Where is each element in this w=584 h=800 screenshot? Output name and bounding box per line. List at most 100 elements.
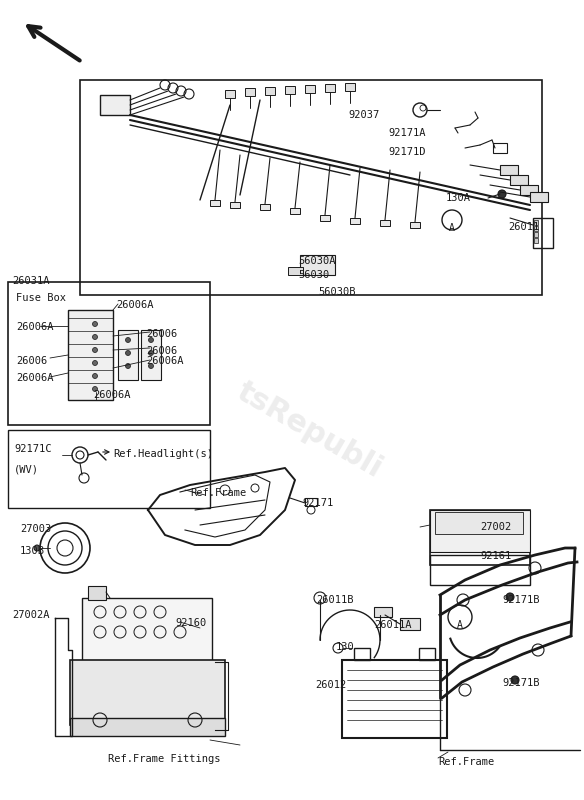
Bar — [325, 84, 335, 92]
Text: A: A — [449, 223, 455, 233]
Bar — [534, 238, 538, 243]
Text: 130: 130 — [336, 642, 354, 652]
Bar — [533, 218, 553, 248]
Text: 92171A: 92171A — [388, 128, 426, 138]
Bar — [118, 330, 138, 380]
Text: tsRepubli: tsRepubli — [232, 377, 388, 483]
Bar — [288, 267, 303, 275]
Bar — [305, 498, 317, 506]
Bar — [285, 86, 295, 94]
Bar — [534, 232, 538, 237]
Text: 26011: 26011 — [508, 222, 539, 232]
Bar — [320, 215, 330, 221]
Text: Ref.Frame Fittings: Ref.Frame Fittings — [108, 754, 221, 764]
Text: A: A — [457, 620, 463, 630]
Text: 26031A: 26031A — [12, 276, 50, 286]
Bar — [530, 192, 548, 202]
Circle shape — [511, 676, 519, 684]
Bar — [534, 226, 538, 231]
Bar — [300, 255, 335, 275]
Bar — [305, 85, 315, 93]
Text: 26006A: 26006A — [16, 373, 54, 383]
Text: 92171C: 92171C — [14, 444, 51, 454]
Text: 92171B: 92171B — [502, 595, 540, 605]
Circle shape — [92, 347, 98, 353]
Text: Ref.Frame: Ref.Frame — [190, 488, 246, 498]
Bar — [260, 204, 270, 210]
Bar — [141, 330, 161, 380]
Bar — [80, 80, 542, 295]
Text: 56030: 56030 — [298, 270, 329, 280]
Text: 26011B: 26011B — [316, 595, 353, 605]
Bar — [410, 222, 420, 228]
Circle shape — [92, 322, 98, 326]
Bar — [82, 598, 212, 663]
Circle shape — [498, 190, 506, 198]
Bar — [380, 220, 390, 226]
Bar — [225, 90, 235, 98]
Bar — [70, 660, 225, 725]
Bar — [210, 200, 220, 206]
Bar — [88, 586, 106, 600]
Circle shape — [92, 334, 98, 339]
Bar — [400, 618, 420, 630]
Bar — [290, 208, 300, 214]
Text: 92037: 92037 — [348, 110, 379, 120]
Text: 56030A: 56030A — [298, 256, 335, 266]
Bar — [435, 512, 523, 534]
Text: 92171D: 92171D — [388, 147, 426, 157]
Bar — [345, 83, 355, 91]
Circle shape — [148, 363, 154, 369]
Bar — [510, 175, 528, 185]
Text: Ref.Headlight(s): Ref.Headlight(s) — [113, 449, 213, 459]
Text: 26012: 26012 — [315, 680, 346, 690]
Bar — [8, 282, 210, 425]
Bar — [245, 88, 255, 96]
Bar — [70, 718, 225, 736]
Bar — [354, 648, 370, 660]
Bar — [430, 510, 530, 565]
Circle shape — [92, 361, 98, 366]
Text: 92160: 92160 — [175, 618, 206, 628]
Bar — [534, 220, 538, 225]
Text: 26011A: 26011A — [374, 620, 412, 630]
Text: 92171B: 92171B — [502, 678, 540, 688]
Bar — [350, 218, 360, 224]
Text: Ref.Frame: Ref.Frame — [438, 757, 494, 767]
Bar — [500, 165, 518, 175]
Text: 27002: 27002 — [480, 522, 511, 532]
Text: 92171: 92171 — [302, 498, 333, 508]
Bar — [265, 87, 275, 95]
Bar — [100, 95, 130, 115]
Circle shape — [126, 350, 130, 355]
Text: 26006: 26006 — [16, 356, 47, 366]
Circle shape — [126, 363, 130, 369]
Bar — [374, 607, 392, 617]
Bar — [230, 202, 240, 208]
Text: (WV): (WV) — [14, 465, 39, 475]
Text: 56030B: 56030B — [318, 287, 356, 297]
Text: 26006A: 26006A — [146, 356, 183, 366]
Text: 26006A: 26006A — [116, 300, 154, 310]
Circle shape — [126, 338, 130, 342]
Bar — [342, 660, 447, 738]
Bar — [430, 555, 530, 585]
Text: 130B: 130B — [20, 546, 45, 556]
Text: 26006: 26006 — [146, 346, 178, 356]
Text: 27002A: 27002A — [12, 610, 50, 620]
Text: 130A: 130A — [446, 193, 471, 203]
Circle shape — [92, 374, 98, 378]
Circle shape — [148, 350, 154, 355]
Text: Fuse Box: Fuse Box — [16, 293, 66, 303]
Bar — [419, 648, 435, 660]
Circle shape — [34, 545, 40, 551]
Text: 27003: 27003 — [20, 524, 51, 534]
Bar — [520, 185, 538, 195]
Bar — [430, 510, 530, 552]
Circle shape — [506, 593, 514, 601]
Bar — [493, 143, 507, 153]
Text: 92161: 92161 — [480, 551, 511, 561]
Bar — [68, 310, 113, 400]
Bar — [8, 430, 210, 508]
Circle shape — [92, 386, 98, 391]
